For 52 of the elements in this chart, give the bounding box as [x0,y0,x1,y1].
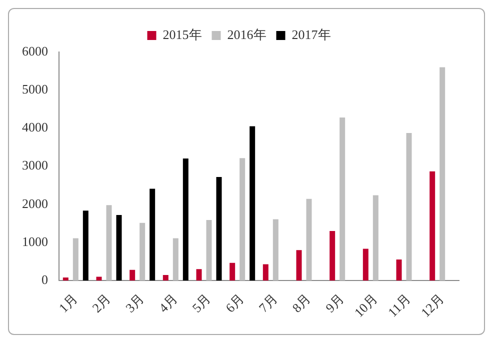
bar [396,259,402,281]
x-tick-label: 9月 [322,291,347,316]
bar [116,215,122,281]
x-tick-label: 10月 [351,291,380,320]
y-tick-label: 6000 [22,43,48,58]
bar [206,220,212,281]
y-tick-label: 1000 [22,234,48,249]
bar [72,238,78,281]
y-tick-label: 5000 [22,82,48,97]
bar [250,126,256,281]
x-tick-label: 5月 [189,291,214,316]
legend-label: 2017年 [292,26,331,42]
legend-label: 2016年 [227,26,266,42]
x-tick-label: 2月 [89,291,114,316]
bar [62,278,68,281]
bar [172,238,178,281]
bar [296,250,302,281]
bar [362,248,368,281]
x-tick-label: 11月 [384,291,414,320]
bar [196,269,202,281]
x-tick-label: 4月 [156,291,180,316]
bar [340,118,346,281]
x-tick-label: 1月 [56,291,80,316]
bar [306,198,312,281]
x-tick-label: 8月 [289,291,314,316]
bar [182,158,188,281]
y-tick-label: 3000 [22,158,48,173]
bar [430,171,436,281]
bar [82,210,88,281]
bar [262,264,268,281]
bar [140,222,146,281]
bar [372,195,378,281]
y-tick-label: 2000 [22,196,48,211]
bar [216,176,222,281]
x-tick-label: 12月 [418,291,447,320]
bar [440,67,446,281]
y-tick-label: 4000 [22,120,48,135]
bar [330,231,336,281]
bar [230,262,236,281]
bar [130,270,136,281]
bar [96,276,102,281]
bar [272,219,278,281]
bar [106,205,112,281]
legend-label: 2015年 [162,26,202,42]
bar [162,275,168,281]
bar [406,132,412,281]
bar [150,188,156,281]
bar [240,158,246,281]
x-tick-label: 7月 [256,291,280,316]
y-tick-label: 0 [42,272,48,288]
x-tick-label: 6月 [222,291,247,316]
x-tick-label: 3月 [122,291,147,316]
